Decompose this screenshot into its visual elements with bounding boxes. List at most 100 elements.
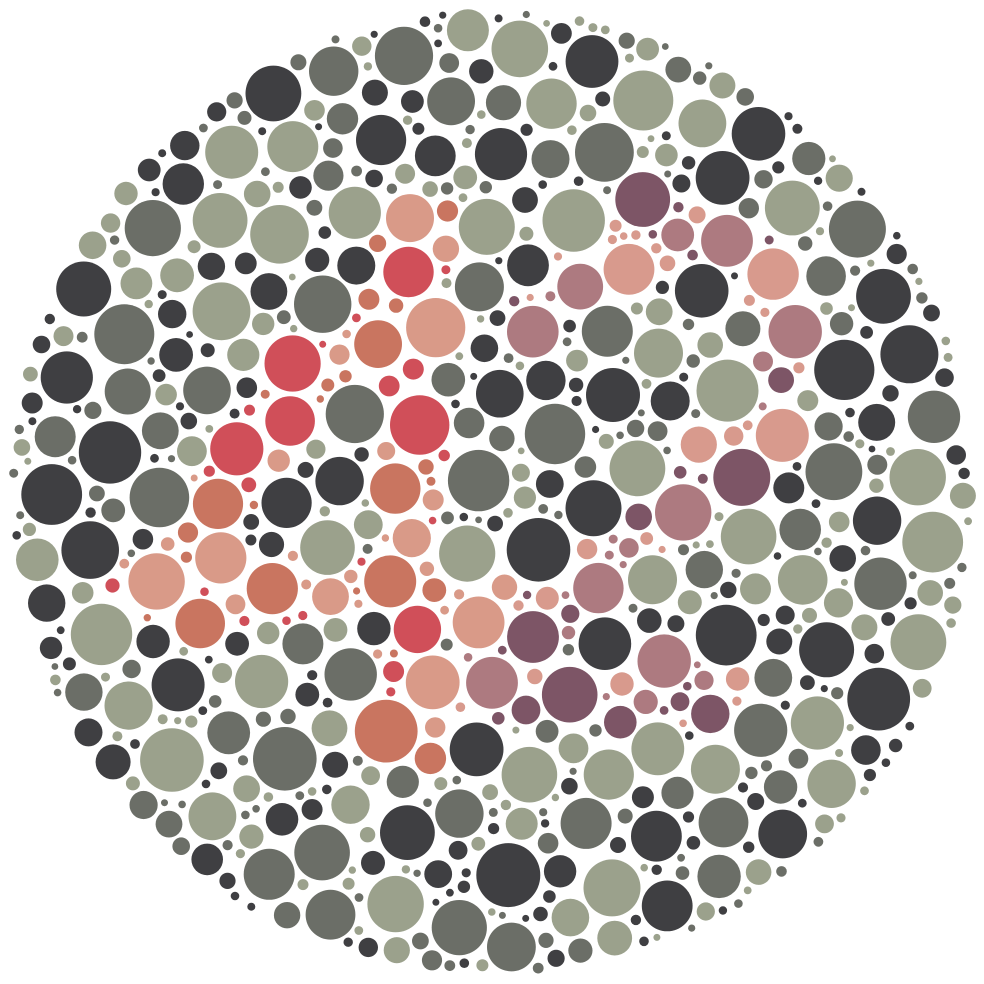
background-dot xyxy=(868,445,876,453)
background-dot xyxy=(661,776,694,810)
background-dot xyxy=(192,282,251,341)
background-dot xyxy=(571,395,582,407)
background-dot xyxy=(857,187,866,196)
background-dot xyxy=(170,130,200,161)
background-dot xyxy=(665,56,692,83)
background-dot xyxy=(835,749,844,757)
background-dot xyxy=(219,872,236,890)
figure-dot xyxy=(422,489,444,511)
figure-dot xyxy=(760,307,770,317)
background-dot xyxy=(686,354,700,368)
background-dot xyxy=(352,36,372,56)
background-dot xyxy=(650,381,690,421)
background-dot xyxy=(631,786,654,809)
background-dot xyxy=(141,412,179,450)
background-dot xyxy=(618,32,635,49)
background-dot xyxy=(471,836,486,851)
background-dot xyxy=(495,257,503,265)
background-dot xyxy=(272,181,284,193)
background-dot xyxy=(401,865,411,874)
background-dot xyxy=(943,352,953,362)
background-dot xyxy=(297,879,309,891)
figure-dot xyxy=(561,591,570,599)
background-dot xyxy=(337,246,376,285)
background-dot xyxy=(32,335,51,354)
background-dot xyxy=(458,198,515,255)
figure-dot xyxy=(422,578,447,602)
background-dot xyxy=(831,687,844,700)
figure-dot xyxy=(389,649,398,658)
background-dot xyxy=(622,356,630,364)
background-dot xyxy=(543,890,556,903)
background-dot xyxy=(237,110,252,125)
background-dot xyxy=(122,659,141,679)
background-dot xyxy=(439,525,496,582)
background-dot xyxy=(319,506,330,517)
background-dot xyxy=(22,522,36,537)
background-dot xyxy=(363,62,373,71)
background-dot xyxy=(412,932,429,950)
background-dot xyxy=(488,908,496,916)
figure-dot xyxy=(282,616,291,625)
background-dot xyxy=(137,158,161,182)
background-dot xyxy=(465,124,475,135)
background-dot xyxy=(51,663,59,670)
background-dot xyxy=(507,244,549,287)
background-dot xyxy=(904,597,917,610)
background-dot xyxy=(731,107,786,161)
background-dot xyxy=(160,258,195,293)
figure-dot xyxy=(619,232,628,240)
background-dot xyxy=(565,480,622,537)
figure-dot xyxy=(383,661,405,682)
background-dot xyxy=(636,146,649,158)
background-dot xyxy=(696,359,759,422)
figure-dot xyxy=(203,465,215,477)
background-dot xyxy=(172,837,190,855)
background-dot xyxy=(851,735,881,765)
background-dot xyxy=(446,888,454,897)
background-dot xyxy=(792,123,803,134)
background-dot xyxy=(199,123,208,133)
background-dot xyxy=(498,911,506,919)
background-dot xyxy=(568,938,593,963)
background-dot xyxy=(440,638,453,651)
figure-dot xyxy=(354,320,402,368)
background-dot xyxy=(697,332,723,358)
background-dot xyxy=(678,99,727,148)
background-dot xyxy=(44,313,55,325)
background-dot xyxy=(151,658,205,712)
background-dot xyxy=(186,331,194,338)
background-dot xyxy=(515,361,525,371)
figure-dot xyxy=(432,235,460,262)
background-dot xyxy=(469,59,494,84)
background-dot xyxy=(265,803,299,836)
background-dot xyxy=(326,103,359,135)
background-dot xyxy=(323,618,348,642)
background-dot xyxy=(229,408,240,419)
background-dot xyxy=(512,187,538,213)
background-dot xyxy=(664,170,672,178)
figure-dot xyxy=(354,699,418,763)
figure-dot xyxy=(364,555,417,608)
figure-dot xyxy=(793,362,805,374)
background-dot xyxy=(226,92,243,109)
background-dot xyxy=(520,123,533,136)
figure-dot xyxy=(339,370,352,383)
background-dot xyxy=(307,787,317,796)
background-dot xyxy=(243,180,271,208)
figure-dot xyxy=(648,230,658,239)
background-dot xyxy=(691,409,701,419)
background-dot xyxy=(923,304,940,322)
background-dot xyxy=(446,9,489,52)
background-dot xyxy=(461,138,472,149)
background-dot xyxy=(309,46,359,96)
figure-dot xyxy=(312,578,349,615)
figure-dot xyxy=(246,563,298,615)
background-dot xyxy=(860,545,871,556)
figure-dot xyxy=(381,534,390,542)
figure-dot xyxy=(507,305,559,358)
figure-dot xyxy=(688,206,706,224)
plate-dots xyxy=(9,9,976,974)
background-dot xyxy=(916,292,928,304)
background-dot xyxy=(230,891,240,901)
